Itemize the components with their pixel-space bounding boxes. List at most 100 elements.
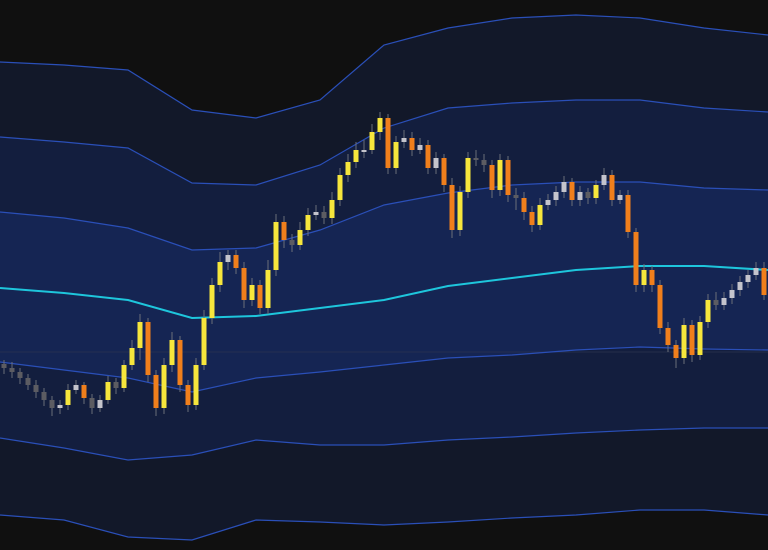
candle-body <box>697 322 703 355</box>
candle-body <box>753 268 759 275</box>
candle-body <box>9 368 15 372</box>
candle-body <box>33 385 39 392</box>
candle-body <box>705 300 711 322</box>
candle-body <box>209 285 215 318</box>
candle-body <box>521 198 527 212</box>
band-fill-inner <box>0 182 768 392</box>
candle-body <box>713 300 719 305</box>
candle-body <box>353 150 359 162</box>
candle-body <box>657 285 663 328</box>
candle-body <box>553 192 559 200</box>
candle-body <box>505 160 511 195</box>
candle-body <box>633 232 639 285</box>
candle-body <box>265 270 271 308</box>
band-line-upper-1 <box>0 181 768 251</box>
candle-body <box>369 132 375 150</box>
candle-body <box>537 205 543 225</box>
candle-body <box>641 270 647 285</box>
candle-body <box>137 322 143 348</box>
band-line-lower-2 <box>0 427 768 461</box>
candle-body <box>201 318 207 365</box>
candle-body <box>465 158 471 192</box>
candle-body <box>577 192 583 200</box>
band-line-upper-3 <box>0 14 768 119</box>
candle-body <box>73 385 79 390</box>
candle-body <box>569 182 575 200</box>
candle-body <box>585 192 591 198</box>
candle-body <box>65 390 71 405</box>
candle-body <box>545 200 551 205</box>
candle-body <box>425 145 431 168</box>
candle-body <box>305 215 311 230</box>
candle-body <box>257 285 263 308</box>
candle-body <box>17 372 23 378</box>
candle-body <box>361 150 367 152</box>
candle-body <box>513 195 519 198</box>
candle-body <box>449 185 455 230</box>
candle-body <box>233 255 239 268</box>
candle-body <box>337 175 343 200</box>
candle-body <box>625 195 631 232</box>
candle-body <box>97 400 103 408</box>
candle-body <box>761 268 767 295</box>
candle-body <box>377 118 383 132</box>
candle-body <box>473 158 479 160</box>
candle-body <box>673 345 679 358</box>
candle-body <box>401 138 407 142</box>
candle-body <box>529 212 535 225</box>
candle-body <box>289 240 295 245</box>
candle-body <box>249 285 255 300</box>
candle-body <box>1 364 7 368</box>
candle-body <box>489 165 495 190</box>
candle-body <box>561 182 567 192</box>
candle-body <box>481 160 487 165</box>
candle-body <box>321 212 327 218</box>
candle-body <box>681 325 687 358</box>
candle-body <box>409 138 415 150</box>
band-fill-lower-middle <box>0 347 768 460</box>
candle-body <box>593 185 599 198</box>
candle-body <box>25 378 31 385</box>
candle-body <box>457 192 463 230</box>
band-fill-upper-outer <box>0 15 768 185</box>
candle-body <box>385 118 391 168</box>
candle-body <box>433 158 439 168</box>
candle-body <box>225 255 231 262</box>
candle-body <box>721 298 727 305</box>
candle-body <box>105 382 111 400</box>
candle-body <box>393 142 399 168</box>
candle-body <box>153 375 159 408</box>
band-fill-lower-outer <box>0 428 768 540</box>
candle-body <box>121 365 127 388</box>
candle-body <box>113 382 119 388</box>
candle-body <box>617 195 623 200</box>
candle-body <box>497 160 503 190</box>
band-midline <box>0 265 768 320</box>
candle-body <box>417 145 423 150</box>
band-line-lower-1 <box>0 346 768 393</box>
candle-body <box>41 392 47 400</box>
band-line-lower-3 <box>0 509 768 541</box>
candle-body <box>273 222 279 270</box>
candle-body <box>737 282 743 290</box>
candle-body <box>169 340 175 365</box>
candle-body <box>297 230 303 245</box>
band-line-upper-2 <box>0 99 768 186</box>
candle-body <box>665 328 671 345</box>
candle-body <box>241 268 247 300</box>
candle-body <box>193 365 199 405</box>
candle-body <box>345 162 351 175</box>
candle-body <box>601 175 607 185</box>
candle-body <box>609 175 615 200</box>
candle-body <box>49 400 55 408</box>
candle-body <box>217 262 223 285</box>
band-fill-upper-middle <box>0 100 768 250</box>
candle-body <box>649 270 655 285</box>
candle-body <box>185 385 191 405</box>
candle-body <box>745 275 751 282</box>
candle-body <box>281 222 287 240</box>
candle-body <box>313 212 319 215</box>
candle-body <box>329 200 335 218</box>
candle-body <box>81 385 87 398</box>
